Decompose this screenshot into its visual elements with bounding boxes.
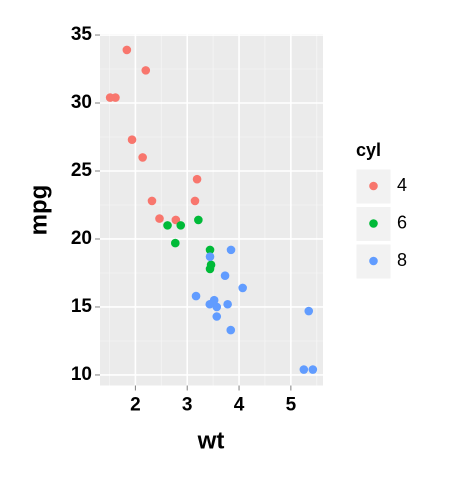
point bbox=[176, 221, 186, 230]
point bbox=[122, 45, 132, 55]
x-tick-label: 4 bbox=[234, 395, 245, 416]
x-tick-label: 5 bbox=[286, 395, 297, 416]
point bbox=[299, 365, 309, 374]
point bbox=[308, 365, 318, 374]
point bbox=[212, 302, 222, 312]
point bbox=[171, 238, 180, 248]
point bbox=[205, 299, 215, 309]
y-tick-label: 10 bbox=[71, 364, 92, 385]
point bbox=[223, 299, 232, 309]
point bbox=[190, 196, 200, 206]
point bbox=[127, 135, 137, 145]
y-tick-label: 20 bbox=[71, 228, 92, 249]
legend-label: 6 bbox=[397, 212, 407, 232]
point bbox=[147, 196, 157, 206]
y-tick-label: 30 bbox=[71, 92, 92, 113]
x-tick-label: 3 bbox=[182, 395, 193, 416]
point bbox=[205, 245, 215, 255]
point bbox=[105, 93, 115, 102]
panel bbox=[100, 34, 323, 386]
point bbox=[304, 306, 314, 316]
point bbox=[191, 291, 201, 301]
x-tick-label: 2 bbox=[130, 395, 141, 416]
point bbox=[171, 215, 181, 225]
point bbox=[226, 245, 236, 255]
point bbox=[141, 66, 151, 75]
y-tick-label: 25 bbox=[71, 160, 93, 181]
point bbox=[163, 221, 172, 230]
point bbox=[205, 264, 215, 274]
y-tick-label: 15 bbox=[71, 296, 93, 317]
legend-marker bbox=[369, 219, 378, 228]
legend-label: 4 bbox=[397, 175, 407, 195]
legend-marker bbox=[369, 181, 378, 191]
point bbox=[212, 312, 222, 321]
legend-marker bbox=[369, 256, 378, 266]
legend-title: cyl bbox=[356, 140, 381, 160]
point bbox=[226, 325, 236, 335]
x-axis-title: wt bbox=[197, 427, 225, 454]
point bbox=[138, 153, 147, 162]
point bbox=[238, 283, 247, 293]
point bbox=[205, 252, 215, 261]
point bbox=[155, 214, 164, 223]
y-tick-label: 35 bbox=[71, 24, 93, 45]
point bbox=[194, 215, 203, 225]
point bbox=[192, 174, 202, 184]
point bbox=[220, 271, 230, 280]
legend-label: 8 bbox=[397, 250, 407, 270]
y-axis-title: mpg bbox=[25, 185, 52, 236]
